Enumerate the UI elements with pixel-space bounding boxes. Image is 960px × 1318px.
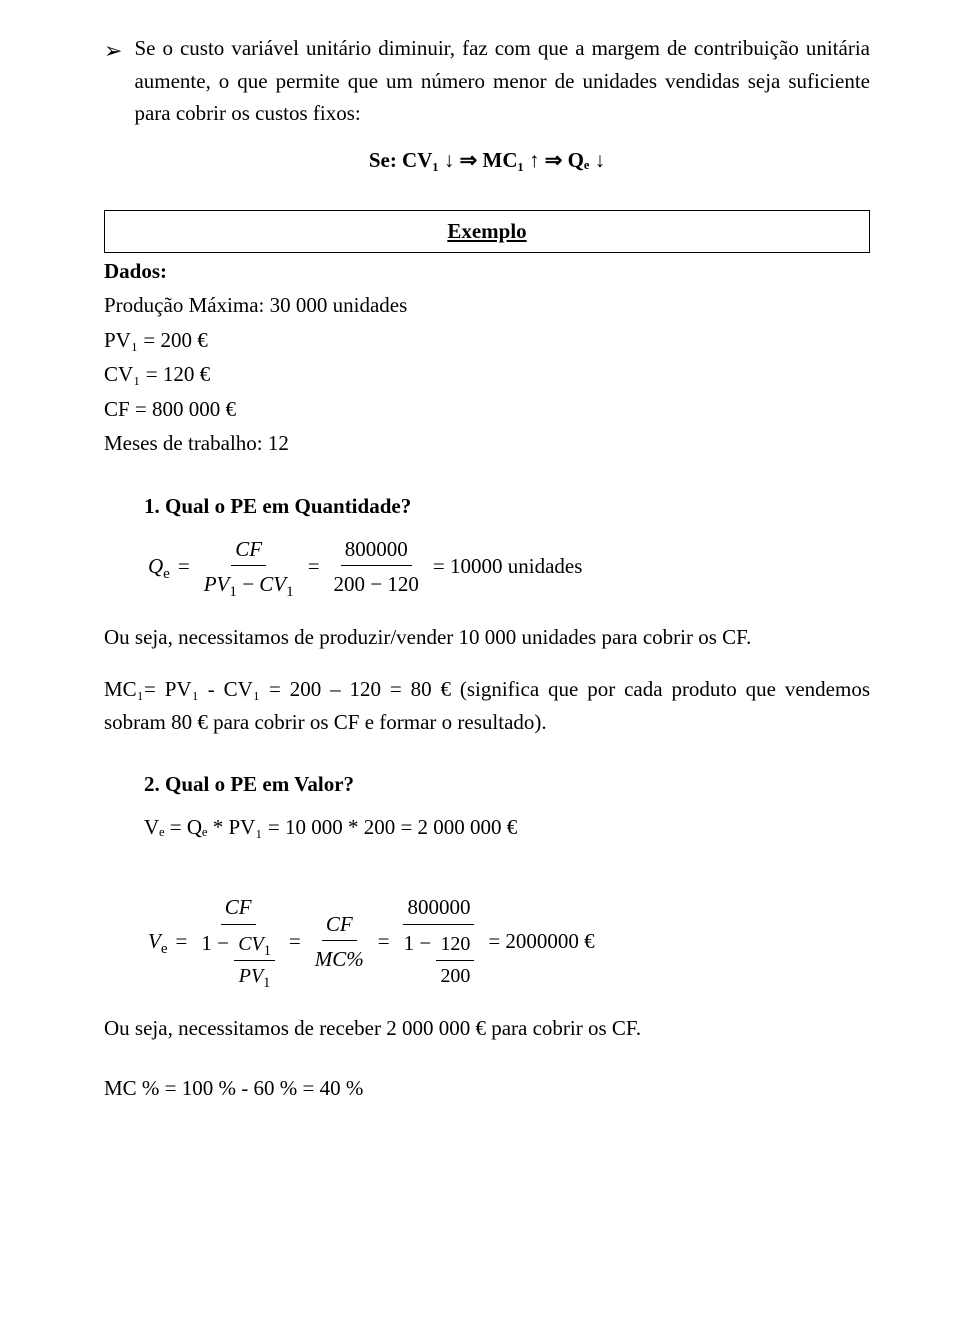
bullet-glyph: ➢ [104,34,122,68]
num-cf-2: CF [225,895,252,919]
nnum-cv-sub: 1 [264,943,271,959]
equals-5: = [374,925,394,958]
after-q2: Ou seja, necessitamos de receber 2 000 0… [104,1012,870,1045]
equals-1: = [174,550,194,583]
den-lead-2: 1 − [404,931,432,955]
num-800000-2: 800000 [403,891,474,925]
nnum-cv: CV [238,933,263,955]
dados-pv1: PV₁ = 200 € [104,324,870,357]
sub-e: e [163,567,170,583]
nnum-120: 120 [436,929,474,961]
fraction-numeric-qe: 800000 200 − 120 [324,533,429,601]
den-lead-1: 1 − [201,931,229,955]
q1-heading: 1. Qual o PE em Quantidade? [144,490,870,523]
num-cf-3: CF [326,912,353,936]
fraction-numeric-ve: 800000 1 − 120 200 [394,891,485,991]
den-pv-sub: 1 [229,584,237,600]
minus: − [242,572,254,596]
var-V: V [148,929,161,953]
equation-qe: Qe = CF PV1 − CV1 = 800000 200 − 120 = 1… [144,533,870,601]
fraction-cf-over-1-minus-cv-pv: CF 1 − CV1 PV1 [191,891,285,991]
dados-label: Dados: [104,255,870,288]
ve-result: = 2000000 € [484,925,598,958]
den-200-120: 200 − 120 [330,566,423,601]
den-mcpct: MC% [315,947,364,971]
q2-ve-line: Vₑ = Qₑ * PV₁ = 10 000 * 200 = 2 000 000… [144,811,870,844]
num-800000: 800000 [341,533,412,567]
nested-frac-120-200: 120 200 [436,929,474,992]
dados-cv1: CV₁ = 120 € [104,358,870,391]
dados-cf: CF = 800 000 € [104,393,870,426]
equals-4: = [285,925,305,958]
den-cv: CV [259,572,286,596]
mc-percent-line: MC % = 100 % - 60 % = 40 % [104,1072,870,1105]
bullet-paragraph: ➢ Se o custo variável unitário diminuir,… [104,32,870,130]
nden-200: 200 [436,961,474,992]
equation-ve: Ve = CF 1 − CV1 PV1 = CF MC% = 800000 1 … [144,891,870,991]
q2-heading: 2. Qual o PE em Valor? [144,768,870,801]
qe-result: = 10000 unidades [429,550,587,583]
sub-e2: e [161,942,168,958]
exemplo-title: Exemplo [105,215,869,248]
exemplo-box: Exemplo [104,210,870,253]
den-cv-sub: 1 [286,584,294,600]
dados-meses: Meses de trabalho: 12 [104,427,870,460]
nden-pv: PV [239,965,263,987]
equals-3: = [172,925,192,958]
nden-pv-sub: 1 [263,975,270,991]
num-cf: CF [235,537,262,561]
equals-2: = [304,550,324,583]
dados-producao: Produção Máxima: 30 000 unidades [104,289,870,322]
after-q1-a: Ou seja, necessitamos de produzir/vender… [104,621,870,654]
fraction-cf-over-mcpct: CF MC% [305,908,374,976]
center-implication-line: Se: CV₁ ↓ ⇒ MC₁ ↑ ⇒ Qₑ ↓ [104,144,870,177]
fraction-cf-over-pv-cv: CF PV1 − CV1 [194,533,304,601]
nested-frac-cv-pv: CV1 PV1 [234,929,275,992]
var-Q: Q [148,554,163,578]
den-pv: PV [204,572,230,596]
after-q1-b: MC₁= PV₁ - CV₁ = 200 – 120 = 80 € (signi… [104,673,870,738]
bullet-text: Se o custo variável unitário diminuir, f… [134,32,870,130]
